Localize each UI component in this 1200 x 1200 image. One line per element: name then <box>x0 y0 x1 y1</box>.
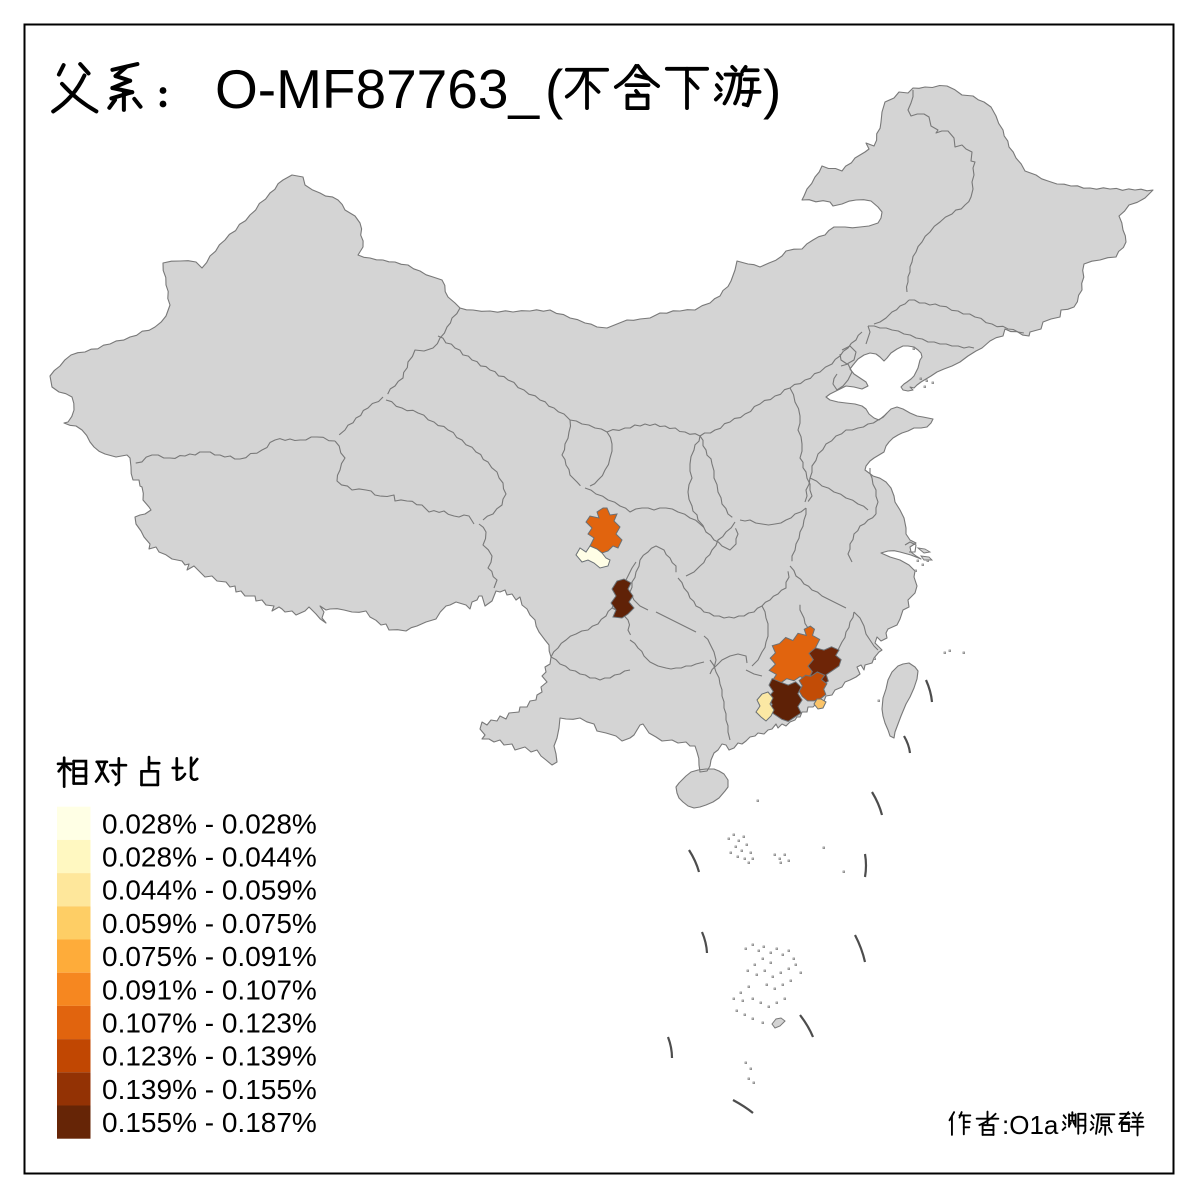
svg-text:0.044% - 0.059%: 0.044% - 0.059% <box>102 875 317 906</box>
svg-text:0.139% - 0.155%: 0.139% - 0.155% <box>102 1074 317 1105</box>
svg-text:0.123% - 0.139%: 0.123% - 0.139% <box>102 1041 317 1072</box>
svg-text:0.075% - 0.091%: 0.075% - 0.091% <box>102 941 317 972</box>
svg-text:0.091% - 0.107%: 0.091% - 0.107% <box>102 974 317 1005</box>
svg-text:0.155% - 0.187%: 0.155% - 0.187% <box>102 1107 317 1138</box>
svg-text:(: ( <box>545 58 563 120</box>
svg-text:0.028% - 0.044%: 0.028% - 0.044% <box>102 842 317 873</box>
svg-text:O-MF87763_: O-MF87763_ <box>215 58 540 120</box>
svg-text:0.059% - 0.075%: 0.059% - 0.075% <box>102 908 317 939</box>
svg-text:): ) <box>763 58 781 120</box>
svg-text::O1a: :O1a <box>1002 1110 1059 1140</box>
svg-text:0.028% - 0.028%: 0.028% - 0.028% <box>102 808 317 839</box>
svg-text:0.107% - 0.123%: 0.107% - 0.123% <box>102 1008 317 1039</box>
